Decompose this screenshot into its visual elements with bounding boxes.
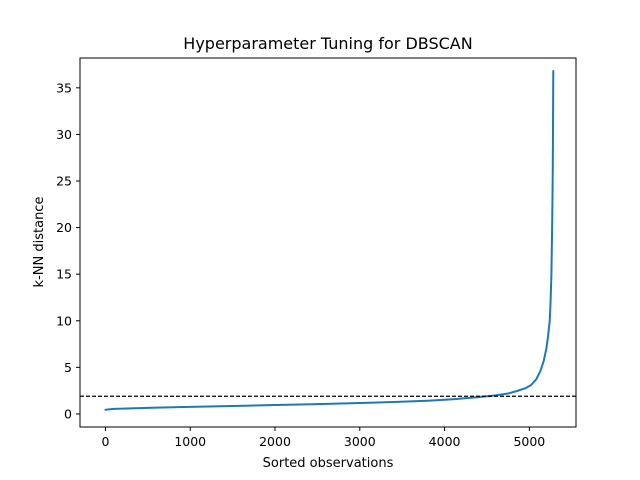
x-tick-label: 3000 xyxy=(344,434,376,449)
y-tick-label: 0 xyxy=(64,406,72,421)
x-tick-label: 4000 xyxy=(429,434,461,449)
axes: 0 1000 2000 3000 4000 5000 0 5 10 15 20 25 30 35 xyxy=(56,57,577,449)
chart-title: Hyperparameter Tuning for DBSCAN xyxy=(183,34,472,53)
y-tick-label: 35 xyxy=(56,80,72,95)
y-tick-label: 5 xyxy=(64,360,72,375)
y-tick-label: 30 xyxy=(56,127,72,142)
y-tick-label: 25 xyxy=(56,174,72,189)
y-tick-label: 15 xyxy=(56,267,72,282)
y-tick-label: 10 xyxy=(56,313,72,328)
x-tick-label: 5000 xyxy=(513,434,545,449)
x-axis-label: Sorted observations xyxy=(263,456,394,471)
plot-area xyxy=(80,70,576,411)
x-tick-label: 0 xyxy=(101,434,109,449)
y-axis-label: k-NN distance xyxy=(32,197,47,288)
axes-frame xyxy=(79,57,577,428)
x-tick-label: 1000 xyxy=(174,434,206,449)
series-line-0 xyxy=(104,70,555,411)
x-tick-label: 2000 xyxy=(259,434,291,449)
y-tick-label: 20 xyxy=(56,220,72,235)
